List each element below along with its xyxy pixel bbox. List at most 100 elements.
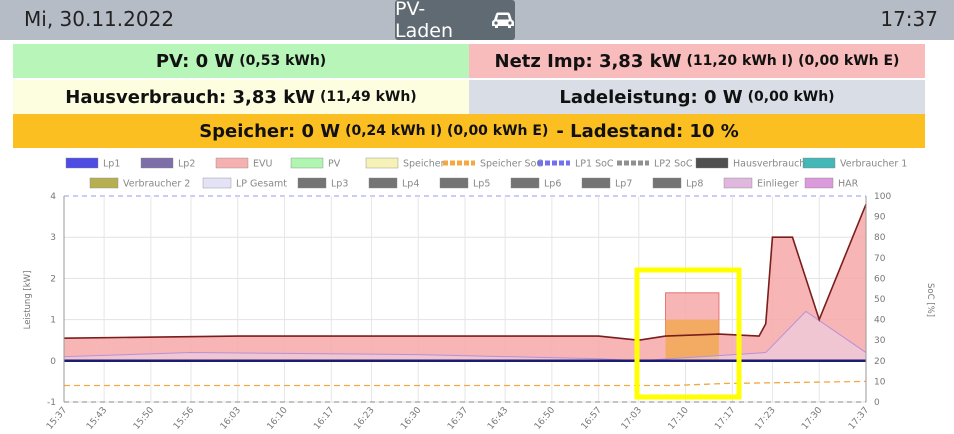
legend-label: Lp2 xyxy=(178,159,195,170)
y2-tick-label: 50 xyxy=(874,295,886,305)
legend-label: Lp8 xyxy=(686,179,703,190)
x-tick-label: 16:50 xyxy=(533,405,558,432)
y2-axis-label: SoC [%] xyxy=(925,283,935,317)
charge-mode-button[interactable]: PV-Laden xyxy=(395,0,515,42)
legend-swatch xyxy=(723,177,753,189)
x-tick-label: 17:37 xyxy=(847,406,871,432)
legend-label: Verbraucher 2 xyxy=(123,179,190,190)
legend-label: EVU xyxy=(253,159,273,170)
y-tick-label: 4 xyxy=(50,192,56,202)
legend-label: Speicher xyxy=(403,159,445,170)
legend-label: Verbraucher 1 xyxy=(840,159,907,170)
y-tick-label: 0 xyxy=(50,357,56,367)
chart-grid xyxy=(63,195,867,403)
x-tick-label: 16:10 xyxy=(266,405,291,432)
legend-label: LP1 SoC xyxy=(575,159,614,170)
pv-detail: (0,53 kWh) xyxy=(239,53,327,69)
y2-tick-label: 10 xyxy=(874,377,886,387)
x-tick-label: 16:57 xyxy=(580,406,604,432)
house-consumption-status: Hausverbrauch: 3,83 kW (11,49 kWh) xyxy=(13,80,469,114)
y-axis-label: Leistung [kW] xyxy=(23,271,33,330)
y2-tick-label: 20 xyxy=(874,357,886,367)
legend-swatch xyxy=(439,177,469,189)
x-tick-label: 15:37 xyxy=(45,406,69,432)
y-tick-label: 1 xyxy=(50,316,56,326)
legend-label: Hausverbrauch xyxy=(733,159,805,170)
legend-swatch xyxy=(804,177,834,189)
legend-swatch xyxy=(297,177,327,189)
top-bar: Mi, 30.11.2022 PV-Laden 17:37 xyxy=(0,0,954,42)
legend-swatch xyxy=(65,157,99,169)
x-tick-label: 15:50 xyxy=(132,405,157,432)
legend-label: Lp6 xyxy=(544,179,561,190)
house-consumption-detail: (11,49 kWh) xyxy=(320,89,417,105)
legend-label: Lp5 xyxy=(473,179,490,190)
legend-swatch xyxy=(215,157,249,169)
legend-swatch xyxy=(290,157,324,169)
highlight-box xyxy=(634,267,742,400)
y2-tick-label: 70 xyxy=(874,254,886,264)
y-tick-label: 3 xyxy=(50,233,56,243)
legend-label: Lp4 xyxy=(402,179,419,190)
y-tick-label: -1 xyxy=(47,398,56,408)
speicher-soc-line xyxy=(64,380,867,387)
hausverbrauch-line xyxy=(63,203,867,342)
legend-label: Einlieger xyxy=(757,179,799,190)
chart-legend[interactable]: Lp1 Lp2 EVU PV Speicher Speicher SoC LP1 SoC LP… xyxy=(65,157,907,190)
legend-label: Lp1 xyxy=(103,159,120,170)
charging-power-value: Ladeleistung: 0 W xyxy=(559,86,743,108)
legend-swatch xyxy=(581,177,611,189)
battery-value: Speicher: 0 W xyxy=(199,120,341,142)
charging-power-detail: (0,00 kWh) xyxy=(747,89,835,105)
legend-label: Lp7 xyxy=(615,179,632,190)
x-tick-label: 17:10 xyxy=(667,405,692,432)
legend-label: Lp3 xyxy=(331,179,348,190)
x-tick-label: 16:23 xyxy=(352,406,376,432)
y2-tick-label: 100 xyxy=(874,192,891,202)
legend-swatch xyxy=(652,177,682,189)
grid-status: Netz Imp: 3,83 kW (11,20 kWh I) (0,00 kW… xyxy=(469,44,925,78)
legend-swatch xyxy=(89,177,119,189)
battery-detail: (0,24 kWh I) (0,00 kWh E) xyxy=(345,123,549,139)
legend-label: HAR xyxy=(838,179,859,190)
pv-value: PV: 0 W xyxy=(155,50,235,72)
legend-swatch xyxy=(140,157,174,169)
pv-status: PV: 0 W (0,53 kWh) xyxy=(13,44,469,78)
y2-tick-label: 0 xyxy=(874,398,880,408)
x-tick-label: 16:37 xyxy=(446,406,470,432)
house-consumption-value: Hausverbrauch: 3,83 kW xyxy=(65,86,316,108)
y2-tick-label: 80 xyxy=(874,233,886,243)
legend-label: PV xyxy=(328,159,341,170)
legend-swatch xyxy=(365,157,399,169)
y-tick-label: 2 xyxy=(50,274,56,284)
x-tick-label: 16:43 xyxy=(486,406,510,432)
time-label: 17:37 xyxy=(880,7,938,31)
x-tick-label: 16:17 xyxy=(312,406,336,432)
x-tick-label: 17:17 xyxy=(713,406,737,432)
charge-mode-label: PV-Laden xyxy=(395,0,454,42)
x-tick-label: 17:30 xyxy=(800,405,825,432)
x-tick-label: 16:03 xyxy=(219,406,243,432)
legend-swatch xyxy=(695,157,729,169)
legend-label: Speicher SoC xyxy=(480,159,543,170)
x-tick-label: 15:56 xyxy=(172,405,197,432)
x-tick-label: 17:03 xyxy=(620,406,644,432)
battery-soc: - Ladestand: 10 % xyxy=(556,120,739,142)
car-icon xyxy=(492,12,515,28)
y2-tick-label: 30 xyxy=(874,336,886,346)
legend-swatch xyxy=(368,177,398,189)
legend-label: LP2 SoC xyxy=(654,159,693,170)
battery-status: Speicher: 0 W (0,24 kWh I) (0,00 kWh E) … xyxy=(13,114,925,148)
grid-value: Netz Imp: 3,83 kW xyxy=(494,50,682,72)
date-label: Mi, 30.11.2022 xyxy=(24,7,175,31)
legend-swatch xyxy=(202,177,232,189)
charging-power-status: Ladeleistung: 0 W (0,00 kWh) xyxy=(469,80,925,114)
legend-label: LP Gesamt xyxy=(236,179,287,190)
x-tick-label: 15:43 xyxy=(85,406,109,432)
grid-detail: (11,20 kWh I) (0,00 kWh E) xyxy=(686,53,900,69)
x-tick-label: 16:30 xyxy=(399,405,424,432)
x-tick-label: 17:23 xyxy=(753,406,777,432)
y2-tick-label: 60 xyxy=(874,274,886,284)
y2-tick-label: 90 xyxy=(874,213,886,223)
